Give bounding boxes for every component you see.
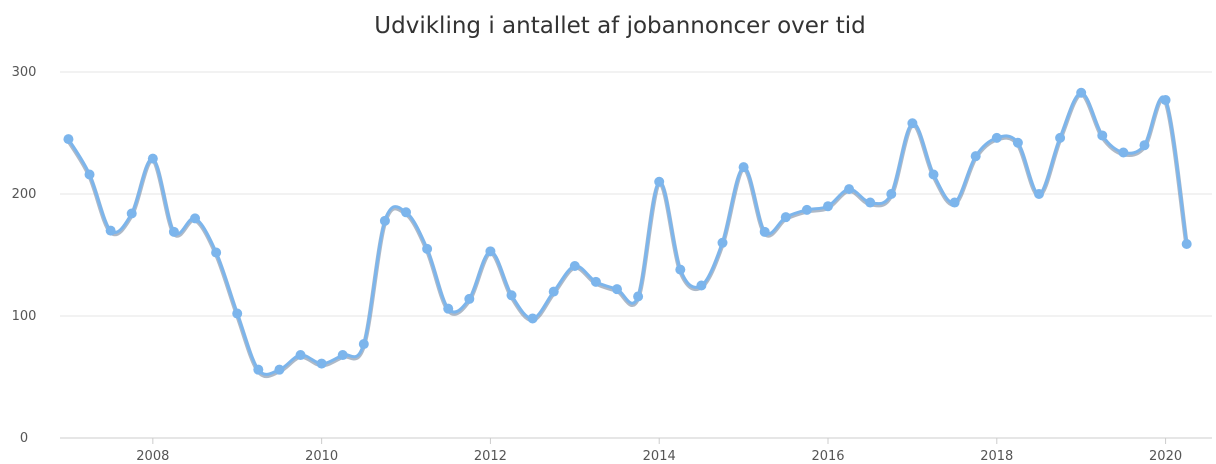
x-tick-label: 2016 <box>811 449 844 464</box>
data-point[interactable] <box>274 364 285 375</box>
data-point[interactable] <box>907 118 918 129</box>
data-point[interactable] <box>612 284 623 295</box>
data-point[interactable] <box>316 358 327 369</box>
data-point[interactable] <box>147 153 158 164</box>
data-point[interactable] <box>232 308 243 319</box>
data-point[interactable] <box>569 260 580 271</box>
points-layer <box>63 87 1192 375</box>
y-tick-label: 100 <box>12 309 37 324</box>
data-point[interactable] <box>1160 95 1171 106</box>
data-point[interactable] <box>1139 140 1150 151</box>
data-point[interactable] <box>211 247 222 258</box>
x-tick-label: 2012 <box>474 449 507 464</box>
data-point[interactable] <box>1055 132 1066 143</box>
data-point[interactable] <box>780 212 791 223</box>
data-point[interactable] <box>801 204 812 215</box>
data-point[interactable] <box>295 350 306 361</box>
data-point[interactable] <box>105 225 116 236</box>
x-tick-label: 2010 <box>305 449 338 464</box>
data-point[interactable] <box>1076 87 1087 98</box>
data-point[interactable] <box>485 246 496 257</box>
data-point[interactable] <box>865 197 876 208</box>
data-point[interactable] <box>738 162 749 173</box>
data-point[interactable] <box>190 213 201 224</box>
series-line-shadow <box>66 91 1189 379</box>
data-point[interactable] <box>1012 137 1023 148</box>
data-point[interactable] <box>401 207 412 218</box>
data-point[interactable] <box>886 189 897 199</box>
axis-layer: 0 100 200 300 2008 2010 2012 2014 2016 2018 2020 <box>12 65 1212 464</box>
data-point[interactable] <box>422 243 433 254</box>
data-point[interactable] <box>717 237 728 248</box>
data-point[interactable] <box>970 151 981 162</box>
data-point[interactable] <box>506 290 517 301</box>
data-point[interactable] <box>844 184 855 195</box>
y-tick-label: 200 <box>12 187 37 202</box>
data-point[interactable] <box>84 169 95 180</box>
data-point[interactable] <box>527 313 538 324</box>
data-point[interactable] <box>63 134 74 145</box>
data-point[interactable] <box>654 176 665 187</box>
x-tick-label: 2008 <box>136 449 169 464</box>
x-tick-label: 2018 <box>980 449 1013 464</box>
data-point[interactable] <box>759 226 770 237</box>
data-point[interactable] <box>379 215 390 226</box>
data-point[interactable] <box>337 350 348 361</box>
x-tick-label: 2020 <box>1149 449 1182 464</box>
data-point[interactable] <box>949 197 960 208</box>
data-point[interactable] <box>443 303 454 314</box>
data-point[interactable] <box>1097 130 1108 141</box>
data-point[interactable] <box>548 286 559 297</box>
grid-layer <box>60 71 1212 317</box>
y-tick-label: 300 <box>12 65 37 80</box>
data-point[interactable] <box>675 264 686 275</box>
chart-title: Udvikling i antallet af jobannoncer over… <box>374 13 865 39</box>
data-point[interactable] <box>253 364 264 375</box>
series-layer <box>66 91 1189 379</box>
y-tick-label: 0 <box>20 431 28 446</box>
series-line[interactable] <box>66 91 1189 376</box>
data-point[interactable] <box>464 293 475 304</box>
data-point[interactable] <box>1033 189 1044 199</box>
data-point[interactable] <box>633 291 644 302</box>
data-point[interactable] <box>358 339 369 350</box>
data-point[interactable] <box>126 208 137 219</box>
data-point[interactable] <box>823 201 833 212</box>
data-point[interactable] <box>991 132 1002 143</box>
data-point[interactable] <box>168 226 179 237</box>
data-point[interactable] <box>928 169 939 180</box>
data-point[interactable] <box>1118 147 1129 158</box>
data-point[interactable] <box>1181 239 1192 250</box>
data-point[interactable] <box>590 276 601 287</box>
data-point[interactable] <box>696 280 707 291</box>
x-tick-label: 2014 <box>643 449 676 464</box>
